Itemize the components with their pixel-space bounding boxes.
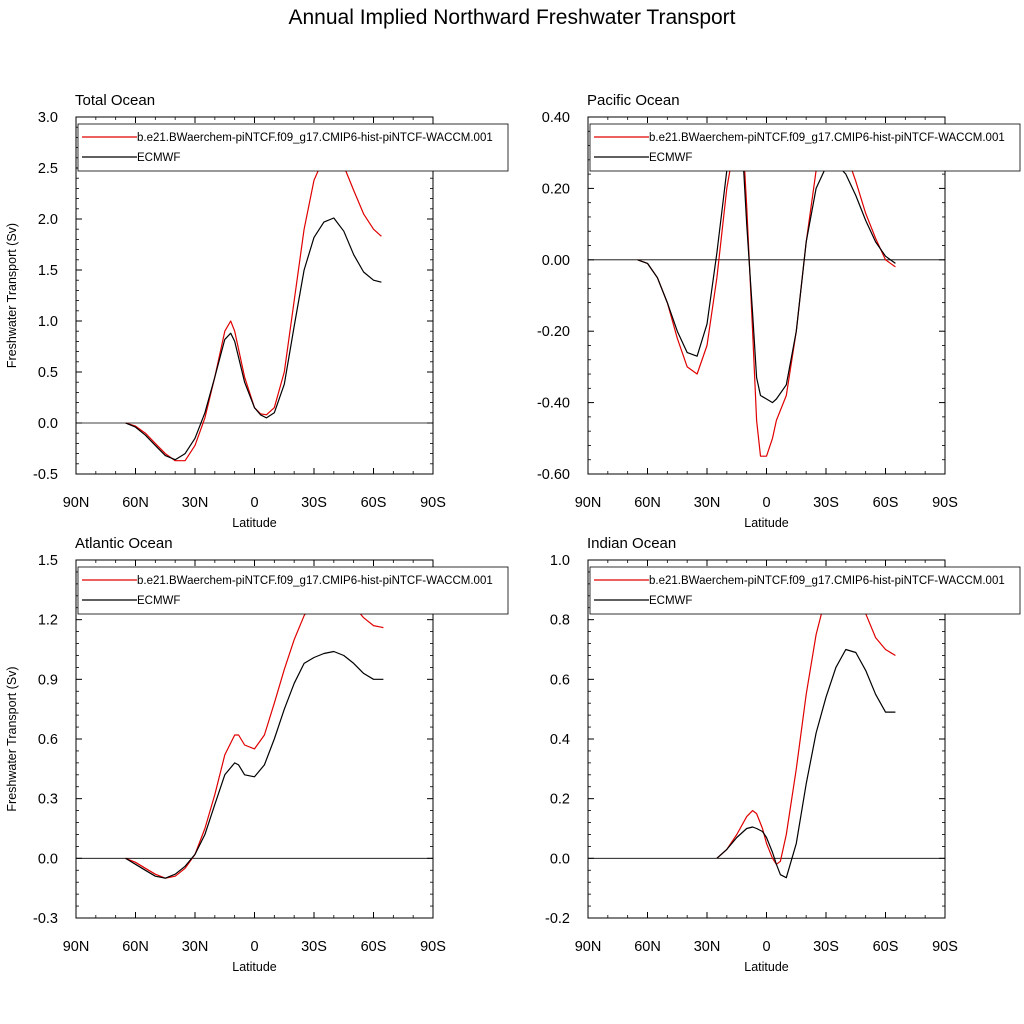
indian-x-tick-label: 90S: [932, 939, 958, 955]
indian-y-tick-label: 0.0: [550, 851, 570, 867]
pacific-y-tick-label: 0.00: [542, 253, 570, 269]
total-y-tick-label: -0.5: [33, 467, 58, 483]
total-x-tick-label: 0: [250, 495, 258, 511]
indian-y-tick-label: 0.2: [550, 792, 570, 808]
atlantic-x-tick-label: 90S: [420, 939, 446, 955]
pacific-x-tick-label: 90N: [575, 495, 602, 511]
atlantic-x-tick-label: 30S: [301, 939, 327, 955]
indian-y-tick-label: 0.8: [550, 613, 570, 629]
atlantic-panel-title: Atlantic Ocean: [75, 535, 173, 552]
indian-panel: 90N 60N 30N 0 30S 60S 90S -0.2 0.0 0.2 0.4 0.6 0.8 1.…: [545, 535, 1021, 974]
total-legend-label-model: b.e21.BWaerchem-piNTCF.f09_g17.CMIP6-his…: [137, 132, 493, 144]
total-y-tick-label: 0.0: [38, 416, 58, 432]
total-y-tick-label: 1.0: [38, 314, 58, 330]
pacific-legend-label-ecmwf: ECMWF: [649, 152, 692, 164]
atlantic-y-tick-label: 1.2: [38, 613, 58, 629]
total-y-tick-label: 2.0: [38, 212, 58, 228]
pacific-y-tick-label: -0.20: [537, 324, 570, 340]
indian-series-line-ecmwf: [716, 648, 896, 879]
indian-x-tick-label: 30S: [813, 939, 839, 955]
pacific-legend-box: [589, 123, 1021, 172]
pacific-legend-label-model: b.e21.BWaerchem-piNTCF.f09_g17.CMIP6-his…: [649, 132, 1005, 144]
indian-x-tick-label: 30N: [694, 939, 721, 955]
atlantic-x-tick-label: 60S: [361, 939, 387, 955]
atlantic-x-tick-label: 30N: [182, 939, 209, 955]
pacific-x-tick-label: 60S: [873, 495, 899, 511]
pacific-series-line-ecmwf: [637, 127, 896, 404]
atlantic-y-tick-label: -0.3: [33, 911, 58, 927]
pacific-y-tick-label: -0.40: [537, 396, 570, 412]
pacific-panel: 90N 60N 30N 0 30S 60S 90S -0.60 -0.40 -0.20 0.00 0.…: [537, 92, 1021, 530]
total-y-axis-title: Freshwater Transport (Sv): [5, 223, 19, 368]
atlantic-y-tick-label: 0.3: [38, 792, 58, 808]
total-x-tick-label: 60S: [361, 495, 387, 511]
indian-legend-label-model: b.e21.BWaerchem-piNTCF.f09_g17.CMIP6-his…: [649, 575, 1005, 587]
indian-legend-box: [589, 566, 1021, 615]
indian-legend-label-ecmwf: ECMWF: [649, 595, 692, 607]
pacific-y-tick-label: 0.20: [542, 181, 570, 197]
indian-x-tick-label: 60N: [634, 939, 661, 955]
atlantic-legend-label-model: b.e21.BWaerchem-piNTCF.f09_g17.CMIP6-his…: [137, 575, 493, 587]
main-title: Annual Implied Northward Freshwater Tran…: [288, 6, 736, 29]
atlantic-x-tick-label: 60N: [122, 939, 149, 955]
total-x-tick-label: 30N: [182, 495, 209, 511]
total-series-line-ecmwf: [125, 217, 382, 461]
atlantic-series-line-model: [125, 589, 384, 879]
indian-x-tick-label: 60S: [873, 939, 899, 955]
atlantic-y-tick-label: 0.0: [38, 851, 58, 867]
pacific-x-tick-label: 90S: [932, 495, 958, 511]
indian-y-tick-label: 1.0: [550, 553, 570, 569]
total-panel-title: Total Ocean: [75, 92, 155, 109]
total-y-tick-label: 3.0: [38, 110, 58, 126]
atlantic-panel: 90N 60N 30N 0 30S 60S 90S -0.3 0.0 0.3 0.6 0.9 1.2 1.…: [5, 535, 509, 974]
atlantic-x-tick-label: 0: [250, 939, 258, 955]
atlantic-legend-box: [77, 566, 509, 615]
pacific-panel-title: Pacific Ocean: [587, 92, 680, 109]
indian-y-tick-label: -0.2: [545, 911, 570, 927]
pacific-legend: b.e21.BWaerchem-piNTCF.f09_g17.CMIP6-his…: [589, 123, 1021, 172]
total-panel: 90N 60N 30N 0 30S 60S 90S -0.5 0.0 0.5 1.0 1.5 2.0 2.…: [5, 92, 509, 530]
indian-legend: b.e21.BWaerchem-piNTCF.f09_g17.CMIP6-his…: [589, 566, 1021, 615]
pacific-series-line-model: [637, 130, 896, 457]
total-x-tick-label: 60N: [122, 495, 149, 511]
pacific-x-tick-label: 30N: [694, 495, 721, 511]
total-x-axis-title: Latitude: [232, 516, 277, 530]
pacific-y-tick-label: 0.40: [542, 110, 570, 126]
pacific-x-tick-label: 60N: [634, 495, 661, 511]
total-y-tick-label: 0.5: [38, 365, 58, 381]
indian-x-tick-label: 90N: [575, 939, 602, 955]
pacific-x-tick-label: 30S: [813, 495, 839, 511]
total-x-tick-label: 90S: [420, 495, 446, 511]
indian-y-tick-label: 0.4: [550, 732, 570, 748]
atlantic-x-tick-label: 90N: [63, 939, 90, 955]
total-legend-label-ecmwf: ECMWF: [137, 152, 180, 164]
atlantic-series-line-ecmwf: [125, 650, 384, 879]
indian-x-tick-label: 0: [762, 939, 770, 955]
atlantic-y-tick-label: 0.6: [38, 732, 58, 748]
indian-x-axis-title: Latitude: [744, 960, 789, 974]
atlantic-x-axis-title: Latitude: [232, 960, 277, 974]
total-legend-box: [77, 123, 509, 172]
total-y-tick-label: 2.5: [38, 161, 58, 177]
pacific-x-tick-label: 0: [762, 495, 770, 511]
atlantic-legend: b.e21.BWaerchem-piNTCF.f09_g17.CMIP6-his…: [77, 566, 509, 615]
total-y-tick-label: 1.5: [38, 263, 58, 279]
atlantic-y-tick-label: 1.5: [38, 553, 58, 569]
pacific-y-tick-label: -0.60: [537, 467, 570, 483]
total-x-tick-label: 90N: [63, 495, 90, 511]
total-series-line-model: [125, 152, 382, 462]
indian-y-tick-label: 0.6: [550, 672, 570, 688]
total-legend: b.e21.BWaerchem-piNTCF.f09_g17.CMIP6-his…: [77, 123, 509, 172]
total-x-tick-label: 30S: [301, 495, 327, 511]
indian-series-line-model: [716, 574, 896, 865]
pacific-x-axis-title: Latitude: [744, 516, 789, 530]
atlantic-y-axis-title: Freshwater Transport (Sv): [5, 666, 19, 811]
indian-panel-title: Indian Ocean: [587, 535, 676, 552]
atlantic-legend-label-ecmwf: ECMWF: [137, 595, 180, 607]
atlantic-y-tick-label: 0.9: [38, 672, 58, 688]
